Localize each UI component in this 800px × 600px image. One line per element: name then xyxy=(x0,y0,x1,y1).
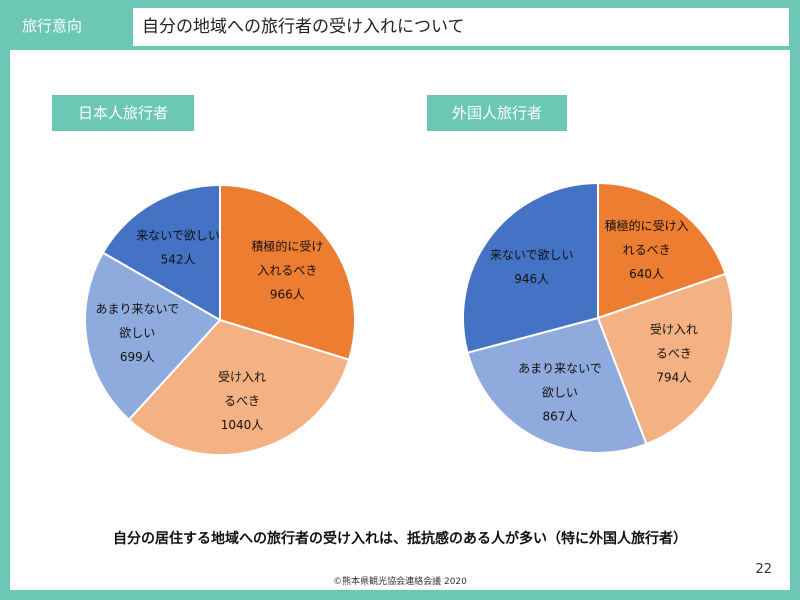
pie-1-slice-0-label: れるべき xyxy=(623,243,671,257)
pie-0-slice-3-label: 542人 xyxy=(161,253,196,267)
pie-1-slice-1-label: るべき xyxy=(656,346,692,360)
pie-0-slice-0-label: 966人 xyxy=(270,287,305,301)
pie-1-slice-2-label: あまり来ないで xyxy=(518,362,602,376)
pie-1-slice-3 xyxy=(462,181,599,354)
pie-0-slice-3 xyxy=(101,183,221,322)
pie-1-slice-1 xyxy=(596,272,734,446)
conclusion-text: 自分の居住する地域への旅行者の受け入れは、抵抗感のある人が多い（特に外国人旅行者… xyxy=(113,531,687,547)
pie-0-slice-1-label: 1040人 xyxy=(221,418,264,432)
section-label: 旅行意向 xyxy=(22,17,83,35)
chart-heading-foreign: 外国人旅行者 xyxy=(427,95,567,131)
pie-1-slice-2 xyxy=(466,316,648,454)
slide-title: 自分の地域への旅行者の受け入れについて xyxy=(133,8,789,46)
pie-0-slice-0-label: 積極的に受け xyxy=(251,238,323,253)
pie-0-slice-2-label: 欲しい xyxy=(119,326,155,340)
chart-heading-japanese: 日本人旅行者 xyxy=(52,95,194,131)
pie-0-slice-1-label: るべき xyxy=(224,394,260,408)
content-panel: 日本人旅行者 外国人旅行者 積極的に受け 入れるべき 966人 受け入れ るべき 1040… xyxy=(10,50,790,590)
pie-0-slice-2-label: あまり来ないで xyxy=(95,302,179,316)
top-bar: 旅行意向 自分の地域への旅行者の受け入れについて xyxy=(0,0,800,50)
pie-0-slice-3-label: 来ないで欲しい xyxy=(136,229,220,243)
pie-charts: 積極的に受け入れるべき966人受け入れるべき1040人あまり来ないで欲しい699… xyxy=(84,181,734,456)
pie-0-slice-0 xyxy=(219,183,356,361)
pie-1-slice-2-label: 867人 xyxy=(542,410,577,424)
pie-1-slice-3-label: 来ないで欲しい xyxy=(490,248,574,262)
pie-1-slice-1-label: 受け入れ xyxy=(650,322,698,336)
pie-1-slice-3-label: 946人 xyxy=(514,272,549,286)
copyright-text: ©熊本県観光協会連絡会議 2020 xyxy=(333,577,467,587)
pie-1-slice-1-label: 794人 xyxy=(656,370,691,384)
pie-1-slice-0-label: 積極的に受け入 xyxy=(605,218,689,233)
pie-0-slice-0-label: 入れるべき xyxy=(257,263,317,277)
pie-0-slice-1-label: 受け入れ xyxy=(218,370,266,384)
pie-0-slice-1 xyxy=(127,318,351,456)
pie-0-slice-2 xyxy=(84,251,222,422)
pie-1-slice-0-label: 640人 xyxy=(629,267,664,281)
page-number: 22 xyxy=(755,562,772,577)
pie-1-slice-2-label: 欲しい xyxy=(542,386,578,400)
pie-0-slice-2-label: 699人 xyxy=(120,350,155,364)
